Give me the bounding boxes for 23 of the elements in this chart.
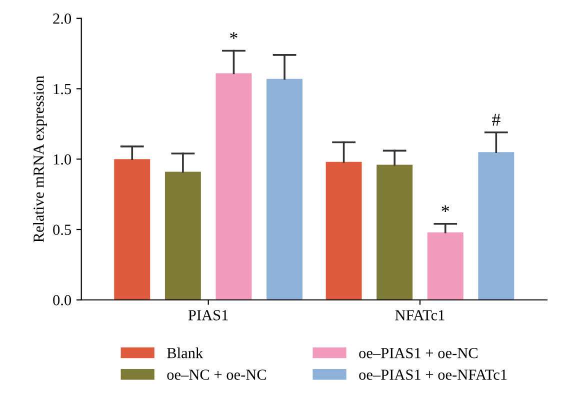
bar bbox=[326, 162, 362, 300]
bar bbox=[216, 73, 252, 300]
y-tick-label: 0.5 bbox=[53, 224, 72, 236]
legend-label: Blank bbox=[167, 348, 204, 358]
bar bbox=[427, 232, 464, 300]
data-label: # bbox=[492, 114, 500, 126]
legend-label: oe–PIAS1 + oe-NFATc1 bbox=[359, 370, 507, 380]
legend-label: oe–PIAS1 + oe-NC bbox=[359, 348, 478, 358]
y-tick-label: 0.0 bbox=[53, 295, 72, 306]
data-label: * bbox=[230, 32, 238, 39]
x-tick-label: PIAS1 bbox=[188, 310, 228, 320]
y-tick-label: 2.0 bbox=[53, 14, 72, 24]
legend-label: oe–NC + oe-NC bbox=[167, 370, 266, 380]
y-axis-title: Relative mRNA expression bbox=[33, 76, 47, 242]
bar bbox=[266, 78, 303, 300]
bar bbox=[478, 152, 514, 300]
y-tick-label: 1.0 bbox=[54, 154, 72, 165]
bar bbox=[114, 159, 150, 300]
x-tick-label: NFATc1 bbox=[395, 310, 444, 320]
bar bbox=[164, 172, 201, 300]
y-tick-label: 1.5 bbox=[54, 84, 72, 94]
bar bbox=[376, 164, 413, 300]
data-label: * bbox=[442, 205, 450, 212]
